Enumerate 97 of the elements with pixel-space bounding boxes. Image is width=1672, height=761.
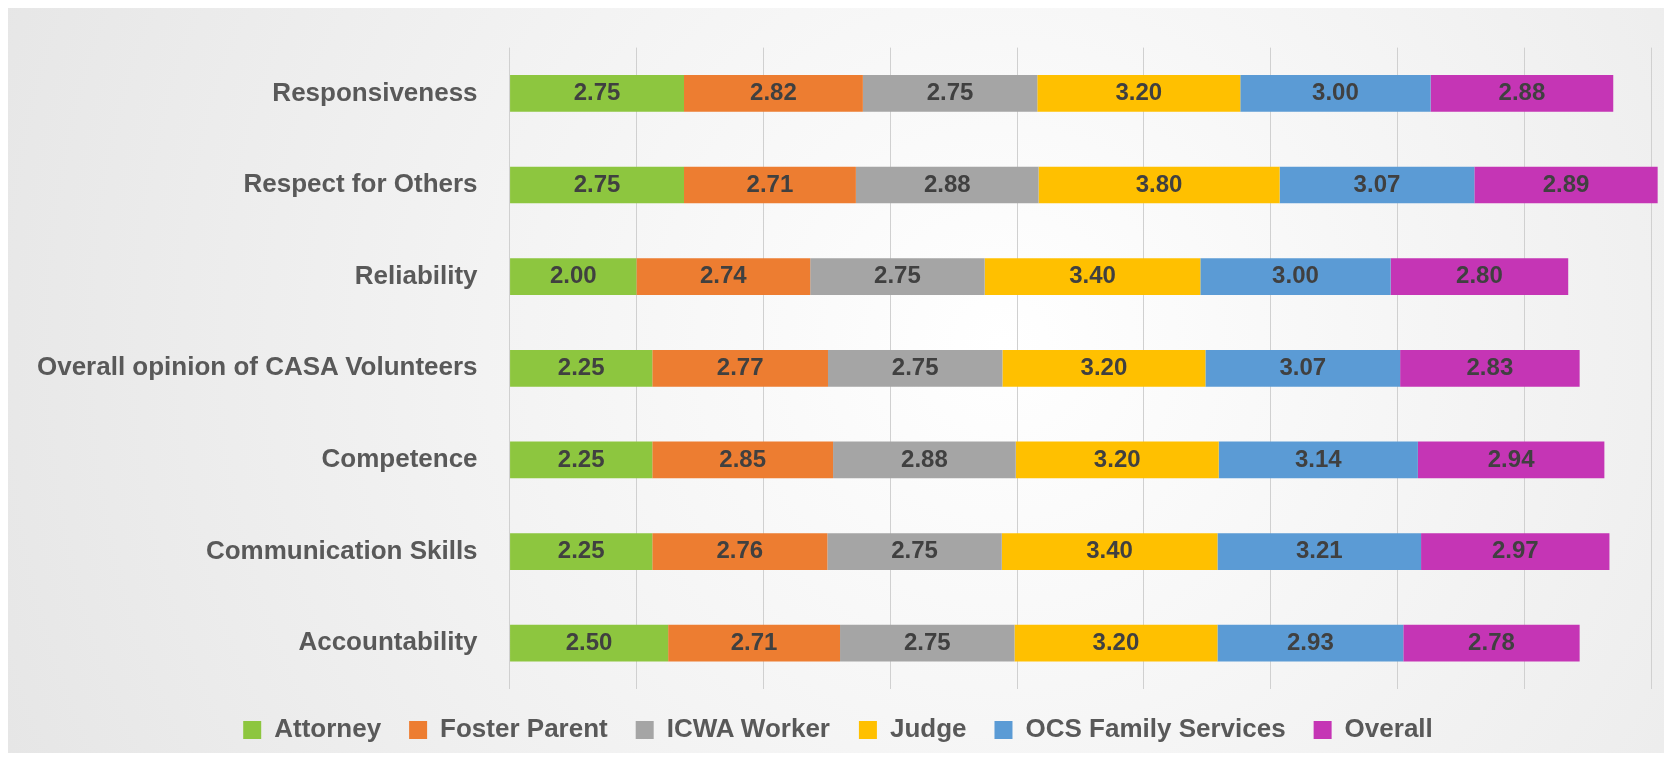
bar [1430, 75, 1614, 112]
bar [510, 441, 653, 479]
bar [1390, 258, 1569, 295]
bar [1417, 441, 1605, 479]
bar [652, 349, 828, 387]
bar [684, 166, 856, 204]
data-label: 2.83 [1466, 352, 1514, 380]
bar [668, 624, 841, 662]
bar [840, 624, 1015, 662]
bar [1001, 533, 1218, 570]
data-label: 3.07 [1353, 169, 1401, 197]
bar [1279, 166, 1475, 204]
bar [636, 258, 811, 295]
data-label: 2.77 [716, 352, 764, 380]
data-label: 2.89 [1542, 169, 1590, 197]
data-label: 3.14 [1294, 444, 1343, 472]
bar [510, 75, 684, 112]
data-label: 3.21 [1295, 536, 1343, 564]
y-tick-label: Overall opinion of CASA Volunteers [36, 351, 478, 382]
data-label: 2.00 [549, 261, 597, 289]
bar [1217, 533, 1422, 570]
bar [510, 349, 653, 387]
legend-label: Attorney [274, 713, 382, 744]
data-label: 3.00 [1272, 261, 1319, 289]
bar [827, 349, 1003, 387]
bar [1217, 624, 1404, 662]
y-tick-label: Accountability [298, 626, 479, 657]
data-label: 2.75 [891, 352, 939, 380]
data-label: 2.75 [903, 627, 951, 655]
data-label: 2.75 [891, 536, 938, 564]
bar [510, 624, 669, 662]
data-label: 2.71 [746, 169, 794, 197]
data-label: 2.78 [1468, 627, 1515, 655]
legend-label: Overall [1344, 713, 1433, 744]
data-label: 3.07 [1279, 352, 1327, 380]
bar [510, 533, 653, 570]
data-label: 2.97 [1491, 536, 1539, 564]
legend-label: Foster Parent [440, 713, 609, 744]
bar [684, 75, 863, 112]
bar [1205, 349, 1401, 387]
bar [510, 258, 637, 295]
bar [1240, 75, 1431, 112]
data-label: 2.88 [923, 169, 971, 197]
data-label: 2.25 [557, 444, 605, 472]
y-tick-label: Reliability [354, 259, 479, 290]
legend-label: OCS Family Services [1025, 713, 1286, 744]
bar [1400, 349, 1580, 387]
data-label: 3.00 [1312, 78, 1359, 106]
data-label: 3.20 [1092, 627, 1140, 655]
bar [984, 258, 1201, 295]
data-label: 3.20 [1080, 352, 1128, 380]
data-label: 2.75 [573, 78, 621, 106]
bar [1474, 166, 1658, 204]
data-label: 3.80 [1135, 169, 1183, 197]
bar [1014, 624, 1218, 662]
bar [652, 441, 834, 479]
data-label: 2.50 [565, 627, 613, 655]
bar [1002, 349, 1206, 387]
data-label: 2.93 [1287, 627, 1334, 655]
data-label: 3.40 [1069, 261, 1116, 289]
data-label: 2.25 [557, 352, 605, 380]
data-label: 2.25 [557, 536, 605, 564]
data-label: 3.20 [1115, 78, 1163, 106]
data-label: 3.40 [1086, 536, 1133, 564]
bar [862, 75, 1038, 112]
bar [1015, 441, 1219, 479]
data-label: 2.85 [719, 444, 767, 472]
data-label: 2.88 [901, 444, 948, 472]
data-label: 2.75 [874, 261, 921, 289]
bar [833, 441, 1016, 479]
data-label: 2.74 [699, 261, 748, 289]
bar [810, 258, 985, 295]
bar [1218, 441, 1418, 479]
y-tick-label: Respect for Others [243, 168, 478, 199]
bar [652, 533, 828, 570]
y-tick-label: Communication Skills [205, 534, 478, 565]
bar [510, 166, 684, 204]
legend-label: Judge [889, 713, 967, 744]
data-label: 2.80 [1456, 261, 1503, 289]
data-label: 2.75 [573, 169, 621, 197]
data-label: 2.88 [1498, 78, 1546, 106]
data-label: 2.75 [926, 78, 974, 106]
data-label: 2.76 [716, 536, 764, 564]
y-tick-label: Competence [321, 443, 478, 474]
bar [1403, 624, 1580, 662]
bar [1038, 166, 1280, 204]
data-label: 2.82 [750, 78, 797, 106]
bar [1200, 258, 1391, 295]
data-label: 2.71 [730, 627, 778, 655]
data-label: 3.20 [1093, 444, 1141, 472]
y-tick-label: Responsiveness [272, 76, 478, 107]
bar [1421, 533, 1610, 570]
data-label: 2.94 [1487, 444, 1536, 472]
legend-label: ICWA Worker [666, 713, 830, 744]
bar [855, 166, 1039, 204]
bar [1037, 75, 1241, 112]
bar [827, 533, 1002, 570]
